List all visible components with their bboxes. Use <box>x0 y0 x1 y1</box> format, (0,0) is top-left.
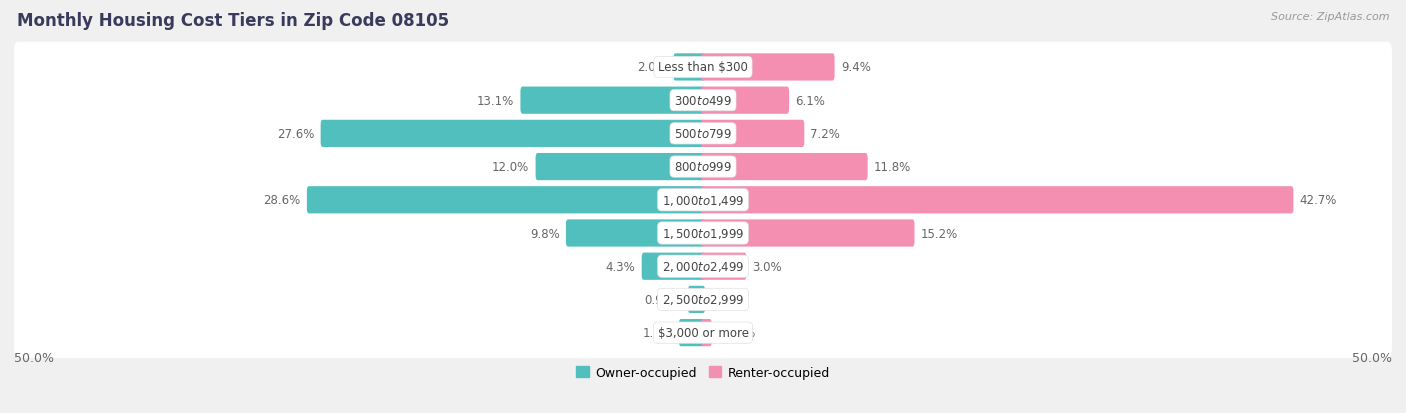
Text: 9.8%: 9.8% <box>530 227 560 240</box>
Text: $1,000 to $1,499: $1,000 to $1,499 <box>662 193 744 207</box>
Text: 13.1%: 13.1% <box>477 95 515 107</box>
FancyBboxPatch shape <box>321 121 704 147</box>
Text: 9.4%: 9.4% <box>841 61 870 74</box>
Text: 0.94%: 0.94% <box>644 293 682 306</box>
Text: 6.1%: 6.1% <box>796 95 825 107</box>
Legend: Owner-occupied, Renter-occupied: Owner-occupied, Renter-occupied <box>571 361 835 384</box>
Text: $800 to $999: $800 to $999 <box>673 161 733 173</box>
FancyBboxPatch shape <box>673 54 704 81</box>
Text: $500 to $799: $500 to $799 <box>673 128 733 140</box>
FancyBboxPatch shape <box>702 253 747 280</box>
Text: $3,000 or more: $3,000 or more <box>658 326 748 339</box>
FancyBboxPatch shape <box>702 54 835 81</box>
Text: 27.6%: 27.6% <box>277 128 315 140</box>
Text: Monthly Housing Cost Tiers in Zip Code 08105: Monthly Housing Cost Tiers in Zip Code 0… <box>17 12 449 30</box>
FancyBboxPatch shape <box>688 286 704 313</box>
Text: 42.7%: 42.7% <box>1299 194 1337 207</box>
FancyBboxPatch shape <box>14 308 1392 358</box>
FancyBboxPatch shape <box>702 87 789 114</box>
FancyBboxPatch shape <box>14 275 1392 325</box>
FancyBboxPatch shape <box>536 154 704 181</box>
FancyBboxPatch shape <box>14 142 1392 192</box>
FancyBboxPatch shape <box>702 319 711 347</box>
Text: 11.8%: 11.8% <box>875 161 911 173</box>
FancyBboxPatch shape <box>307 187 704 214</box>
Text: 12.0%: 12.0% <box>492 161 530 173</box>
Text: $2,500 to $2,999: $2,500 to $2,999 <box>662 293 744 307</box>
Text: 3.0%: 3.0% <box>752 260 782 273</box>
FancyBboxPatch shape <box>14 109 1392 159</box>
FancyBboxPatch shape <box>702 154 868 181</box>
FancyBboxPatch shape <box>702 121 804 147</box>
FancyBboxPatch shape <box>702 187 1294 214</box>
Text: $2,000 to $2,499: $2,000 to $2,499 <box>662 260 744 273</box>
FancyBboxPatch shape <box>14 76 1392 126</box>
FancyBboxPatch shape <box>702 220 914 247</box>
Text: 50.0%: 50.0% <box>1353 351 1392 364</box>
Text: 4.3%: 4.3% <box>606 260 636 273</box>
FancyBboxPatch shape <box>679 319 704 347</box>
FancyBboxPatch shape <box>14 208 1392 259</box>
Text: 7.2%: 7.2% <box>810 128 841 140</box>
Text: 28.6%: 28.6% <box>263 194 301 207</box>
FancyBboxPatch shape <box>641 253 704 280</box>
Text: $300 to $499: $300 to $499 <box>673 95 733 107</box>
Text: $1,500 to $1,999: $1,500 to $1,999 <box>662 226 744 240</box>
Text: 0.49%: 0.49% <box>718 326 755 339</box>
FancyBboxPatch shape <box>520 87 704 114</box>
Text: Source: ZipAtlas.com: Source: ZipAtlas.com <box>1271 12 1389 22</box>
FancyBboxPatch shape <box>14 175 1392 225</box>
Text: Less than $300: Less than $300 <box>658 61 748 74</box>
Text: 50.0%: 50.0% <box>14 351 53 364</box>
FancyBboxPatch shape <box>14 241 1392 292</box>
Text: 2.0%: 2.0% <box>637 61 668 74</box>
Text: 15.2%: 15.2% <box>921 227 957 240</box>
FancyBboxPatch shape <box>565 220 704 247</box>
FancyBboxPatch shape <box>14 43 1392 93</box>
Text: 1.6%: 1.6% <box>643 326 672 339</box>
